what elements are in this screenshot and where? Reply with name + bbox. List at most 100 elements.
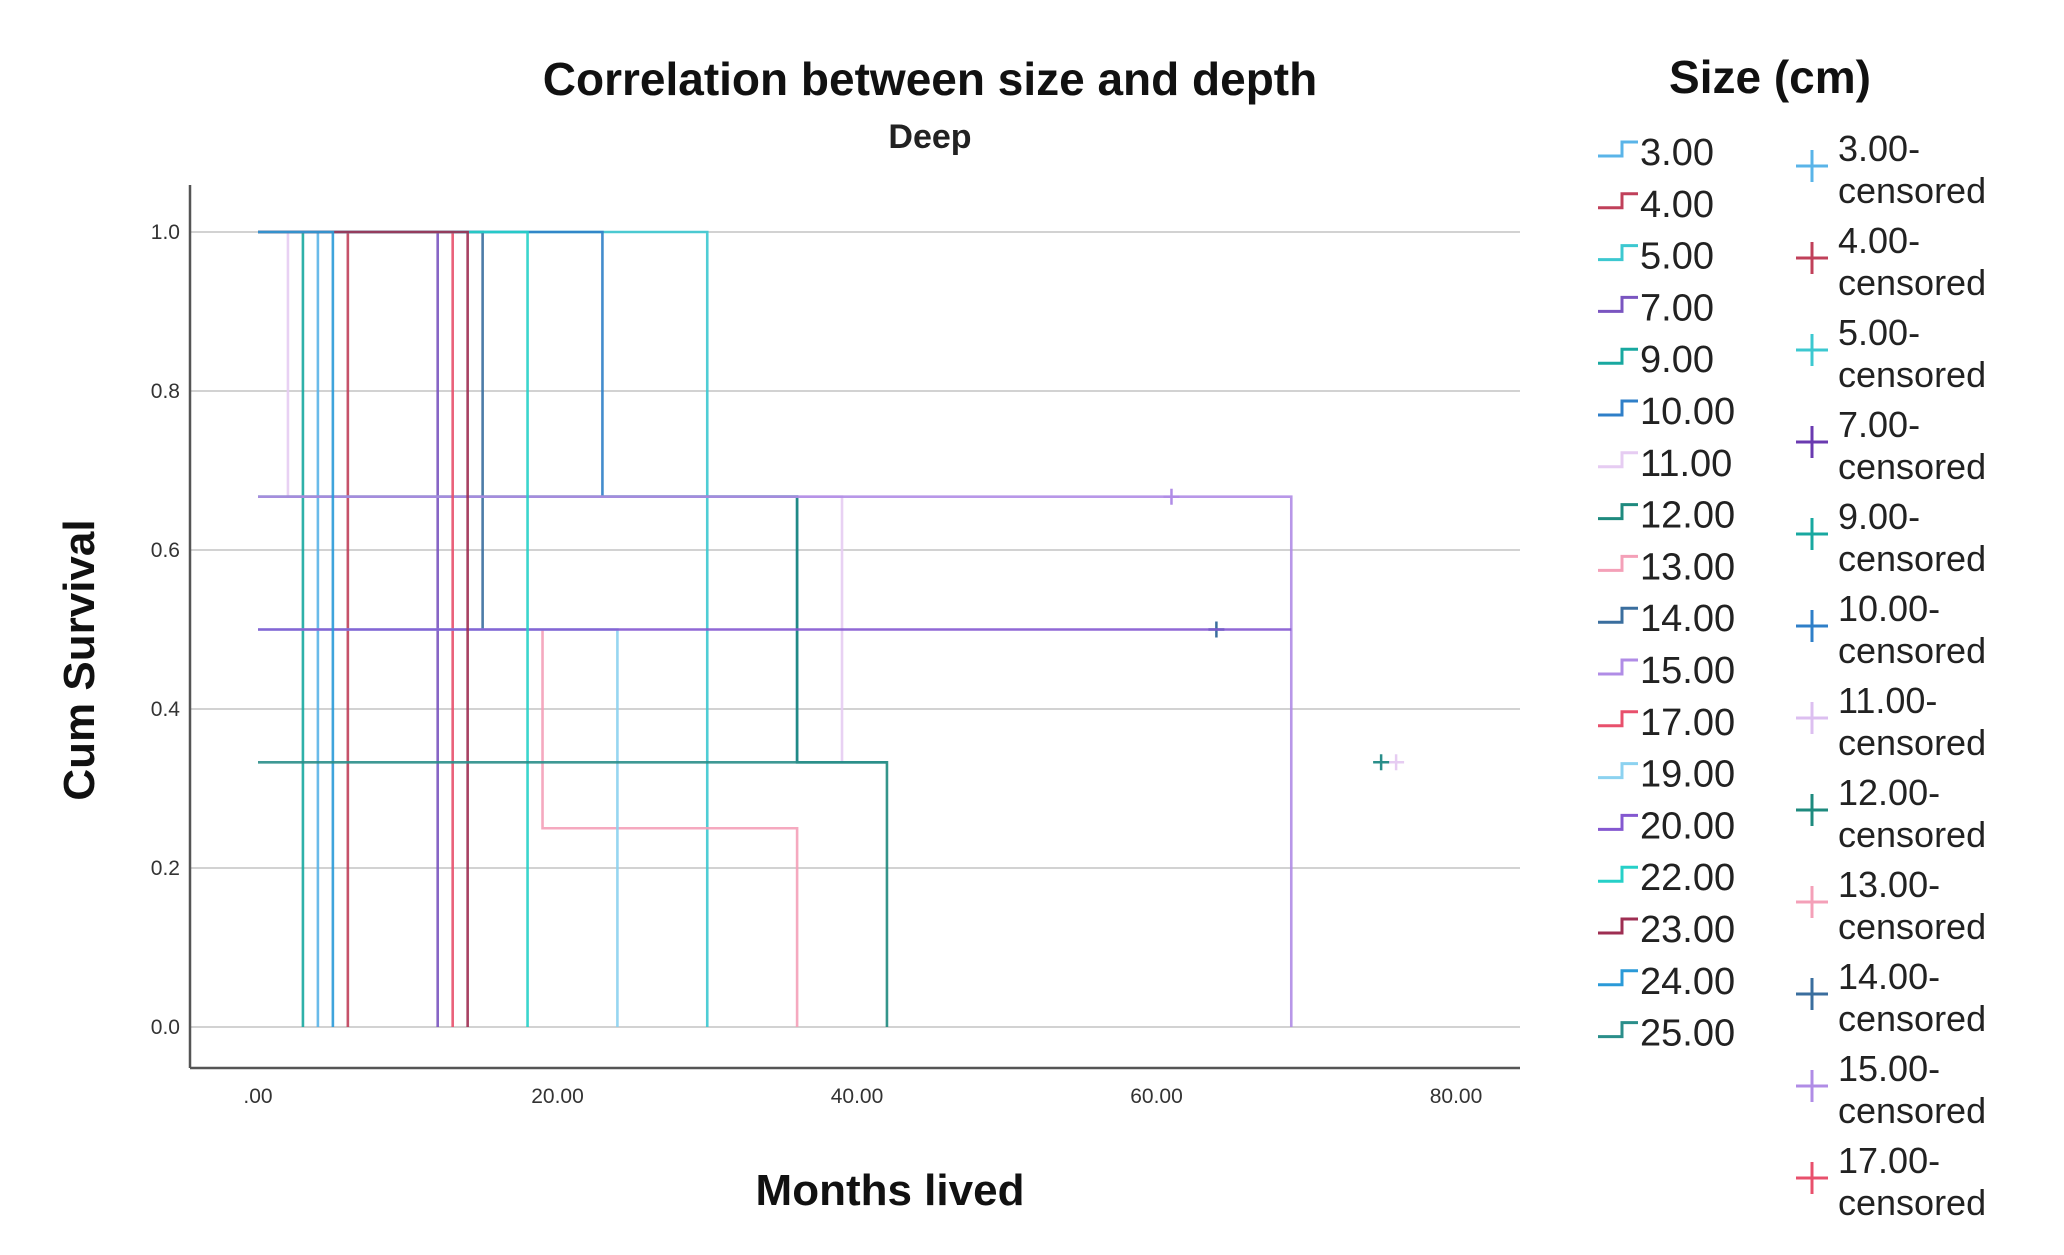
legend-label: 22.00 (1640, 857, 1735, 899)
legend-censored-item-5.00-censored: 5.00-censored (1796, 312, 1986, 395)
x-tick-label: 20.00 (531, 1085, 584, 1108)
legend-label: 20.00 (1640, 805, 1735, 847)
legend-censored-item-10.00-censored: 10.00-censored (1796, 588, 1986, 671)
legend-censored-label: 5.00- (1838, 312, 1920, 353)
legend-item-25.00: 25.00 (1598, 1013, 1735, 1055)
legend-censored-label-2: censored (1838, 722, 1986, 763)
legend-step-icon (1598, 244, 1638, 262)
legend-step-icon (1598, 606, 1638, 624)
legend-step-icon (1598, 969, 1638, 987)
legend-censored-item-7.00-censored: 7.00-censored (1796, 404, 1986, 487)
legend-censored-label-2: censored (1838, 1090, 1986, 1131)
legend-censored-item-14.00-censored: 14.00-censored (1796, 956, 1986, 1039)
legend-censored-label: 3.00- (1838, 128, 1920, 169)
legend-item-23.00: 23.00 (1598, 909, 1735, 951)
legend-label: 24.00 (1640, 961, 1735, 1003)
legend-censored-label-2: censored (1838, 170, 1986, 211)
legend-step-icon (1598, 140, 1638, 158)
legend-item-22.00: 22.00 (1598, 857, 1735, 899)
legend-item-9.00: 9.00 (1598, 339, 1714, 381)
series-line-13.00 (541, 629, 799, 1027)
legend-step-icon (1598, 503, 1638, 521)
legend-title: Size (cm) (1669, 51, 1871, 103)
x-tick-label: .00 (243, 1085, 272, 1108)
legend-censored-label: 17.00- (1838, 1140, 1940, 1181)
legend-censored-label-2: censored (1838, 814, 1986, 855)
y-tick-label: 0.2 (151, 857, 180, 880)
legend-censored-label-2: censored (1838, 538, 1986, 579)
legend-label: 9.00 (1640, 339, 1714, 381)
legend-item-5.00: 5.00 (1598, 236, 1714, 278)
legend-label: 19.00 (1640, 754, 1735, 796)
legend-censored-item-3.00-censored: 3.00-censored (1796, 128, 1986, 211)
censor-mark-11.00 (1388, 754, 1405, 771)
legend-label: 7.00 (1640, 287, 1714, 329)
legend-item-7.00: 7.00 (1598, 287, 1714, 329)
legend-censored-label-2: censored (1838, 1182, 1986, 1223)
legend-item-19.00: 19.00 (1598, 754, 1735, 796)
legend-item-12.00: 12.00 (1598, 495, 1735, 537)
legend-step-icon (1598, 865, 1638, 883)
series-line-14.00 (258, 230, 484, 630)
legend: 3.00 4.00 5.00 7.00 9.00 10.00 11.00 12.00 13.00… (1598, 128, 1986, 1223)
legend-label: 4.00 (1640, 184, 1714, 226)
series-line-15.00 (258, 495, 1293, 1027)
legend-censored-label: 12.00- (1838, 772, 1940, 813)
legend-censored-item-17.00-censored: 17.00-censored (1796, 1140, 1986, 1223)
y-tick-label: 0.4 (151, 698, 181, 721)
legend-item-14.00: 14.00 (1598, 598, 1735, 640)
legend-item-20.00: 20.00 (1598, 805, 1735, 847)
legend-item-10.00: 10.00 (1598, 391, 1735, 433)
legend-label: 23.00 (1640, 909, 1735, 951)
legend-censored-label-2: censored (1838, 446, 1986, 487)
legend-censored-label: 7.00- (1838, 404, 1920, 445)
legend-step-icon (1598, 917, 1638, 935)
chart-title: Correlation between size and depth (542, 53, 1318, 105)
legend-censored-label-2: censored (1838, 354, 1986, 395)
censor-mark-15.00 (1163, 488, 1180, 505)
legend-step-icon (1598, 710, 1638, 728)
legend-censored-item-12.00-censored: 12.00-censored (1796, 772, 1986, 855)
x-tick-label: 80.00 (1430, 1085, 1483, 1108)
legend-label: 13.00 (1640, 546, 1735, 588)
legend-censored-label-2: censored (1838, 262, 1986, 303)
series-group (258, 230, 1405, 1027)
legend-censored-label: 13.00- (1838, 864, 1940, 905)
legend-label: 11.00 (1640, 443, 1732, 485)
legend-censored-label: 11.00- (1838, 680, 1937, 721)
legend-step-icon (1598, 451, 1638, 469)
legend-item-4.00: 4.00 (1598, 184, 1714, 226)
legend-label: 14.00 (1640, 598, 1735, 640)
y-tick-label: 1.0 (151, 221, 180, 244)
axes: 0.0 0.2 0.4 0.6 0.8 1.0 .00 20.00 40.00 60.00 80.0… (151, 185, 1520, 1108)
legend-label: 3.00 (1640, 132, 1714, 174)
censor-mark-25.00 (1373, 754, 1390, 771)
legend-label: 15.00 (1640, 650, 1735, 692)
legend-item-13.00: 13.00 (1598, 546, 1735, 588)
legend-step-icon (1598, 295, 1638, 313)
legend-censored-item-4.00-censored: 4.00-censored (1796, 220, 1986, 303)
legend-label: 12.00 (1640, 495, 1735, 537)
grid-lines (190, 231, 1520, 1028)
legend-label: 10.00 (1640, 391, 1735, 433)
legend-censored-label: 10.00- (1838, 588, 1940, 629)
legend-item-15.00: 15.00 (1598, 650, 1735, 692)
legend-label: 17.00 (1640, 702, 1735, 744)
legend-step-icon (1598, 813, 1638, 831)
legend-censored-label-2: censored (1838, 630, 1986, 671)
legend-label: 5.00 (1640, 236, 1714, 278)
legend-step-icon (1598, 1021, 1638, 1039)
x-axis-label: Months lived (755, 1166, 1025, 1215)
legend-step-icon (1598, 554, 1638, 572)
legend-censored-item-13.00-censored: 13.00-censored (1796, 864, 1986, 947)
legend-item-24.00: 24.00 (1598, 961, 1735, 1003)
y-tick-label: 0.0 (151, 1016, 180, 1039)
legend-censored-label-2: censored (1838, 906, 1986, 947)
legend-step-icon (1598, 399, 1638, 417)
y-tick-label: 0.6 (151, 539, 180, 562)
legend-item-17.00: 17.00 (1598, 702, 1735, 744)
legend-step-icon (1598, 658, 1638, 676)
legend-censored-label: 15.00- (1838, 1048, 1940, 1089)
legend-step-icon (1598, 347, 1638, 365)
